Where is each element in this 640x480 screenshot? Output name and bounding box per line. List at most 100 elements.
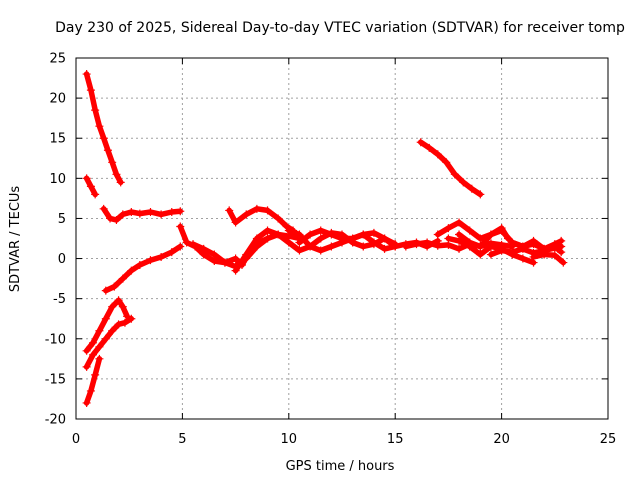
series-arc4	[82, 296, 132, 355]
series-trace	[296, 227, 398, 247]
data-point	[252, 234, 261, 243]
x-tick-label: 20	[493, 432, 510, 447]
data-point	[112, 170, 121, 179]
data-point	[306, 242, 315, 251]
data-point	[459, 178, 468, 187]
x-tick-label: 10	[281, 432, 298, 447]
data-point	[101, 286, 110, 295]
data-point	[433, 241, 442, 250]
y-tick-label: 15	[49, 132, 66, 147]
data-point	[95, 342, 104, 351]
data-point	[476, 234, 485, 243]
data-point	[401, 242, 410, 251]
series-arc7	[101, 242, 185, 295]
x-tick-label: 0	[72, 432, 80, 447]
data-point	[359, 242, 368, 251]
y-axis-label: SDTVAR / TECUs	[8, 186, 23, 293]
data-point	[476, 190, 485, 199]
data-point	[550, 251, 559, 260]
series-arc3	[99, 204, 185, 225]
data-point	[508, 238, 517, 247]
data-point	[486, 230, 495, 239]
data-point	[242, 250, 251, 259]
data-point	[284, 238, 293, 247]
y-tick-label: -10	[45, 332, 66, 347]
y-tick-label: -5	[53, 292, 66, 307]
y-tick-label: 0	[58, 252, 66, 267]
data-point	[557, 236, 566, 245]
data-point	[295, 238, 304, 247]
data-point	[103, 146, 112, 155]
data-point	[99, 134, 108, 143]
data-point	[508, 248, 517, 257]
data-point	[497, 226, 506, 235]
x-axis-label: GPS time / hours	[286, 459, 395, 474]
data-point	[95, 354, 104, 363]
data-point	[559, 258, 568, 267]
data-point	[316, 234, 325, 243]
data-point	[176, 222, 185, 231]
data-point	[220, 258, 229, 267]
x-tick-label: 25	[600, 432, 617, 447]
data-point	[338, 234, 346, 243]
data-point	[425, 143, 434, 152]
data-point	[157, 210, 166, 219]
data-point	[455, 244, 464, 253]
data-point	[176, 207, 185, 216]
data-point	[99, 204, 108, 213]
data-point	[101, 314, 110, 323]
plot-frame	[75, 57, 609, 420]
series-arc6	[82, 354, 104, 407]
x-tick-label: 5	[178, 432, 186, 447]
data-point	[423, 238, 432, 247]
series-trace	[100, 206, 184, 223]
data-point	[225, 206, 234, 215]
data-point	[127, 266, 136, 275]
data-point	[412, 240, 421, 249]
data-point	[467, 184, 476, 193]
y-tick-label: 25	[49, 52, 66, 67]
data-point	[110, 282, 119, 291]
data-point	[306, 230, 315, 239]
data-point	[295, 230, 304, 239]
data-point	[146, 208, 155, 217]
data-point	[108, 326, 117, 335]
data-point	[327, 242, 336, 251]
chart-title: Day 230 of 2025, Sidereal Day-to-day VTE…	[55, 20, 625, 36]
data-point	[199, 244, 208, 253]
data-point	[127, 314, 136, 323]
y-tick-label: -15	[45, 372, 66, 387]
data-point	[86, 182, 95, 191]
data-point	[476, 250, 485, 259]
data-point	[118, 210, 127, 219]
data-point	[82, 398, 91, 407]
series-trace	[530, 251, 567, 266]
data-point	[114, 296, 123, 305]
data-point	[450, 170, 459, 179]
grid	[76, 58, 608, 419]
data-point	[380, 244, 389, 253]
data-point	[518, 254, 527, 263]
series-trace	[83, 297, 130, 354]
data-point	[455, 218, 464, 227]
data-point	[263, 226, 272, 235]
y-tick-label: 20	[49, 92, 66, 107]
data-point	[135, 260, 144, 269]
data-point	[91, 190, 100, 199]
data-point	[231, 266, 240, 275]
data-point	[167, 208, 176, 217]
data-point	[433, 150, 442, 159]
data-point	[442, 158, 451, 167]
data-point	[89, 338, 98, 347]
data-point	[252, 204, 261, 213]
data-point	[433, 230, 442, 239]
data-point	[91, 370, 100, 379]
data-point	[82, 70, 91, 79]
y-tick-label: 10	[49, 172, 66, 187]
series-arc10	[225, 204, 298, 235]
series-arc1	[82, 70, 125, 187]
data-point	[108, 302, 117, 311]
data-point	[497, 246, 506, 255]
data-point	[327, 230, 336, 239]
data-point	[540, 250, 549, 259]
